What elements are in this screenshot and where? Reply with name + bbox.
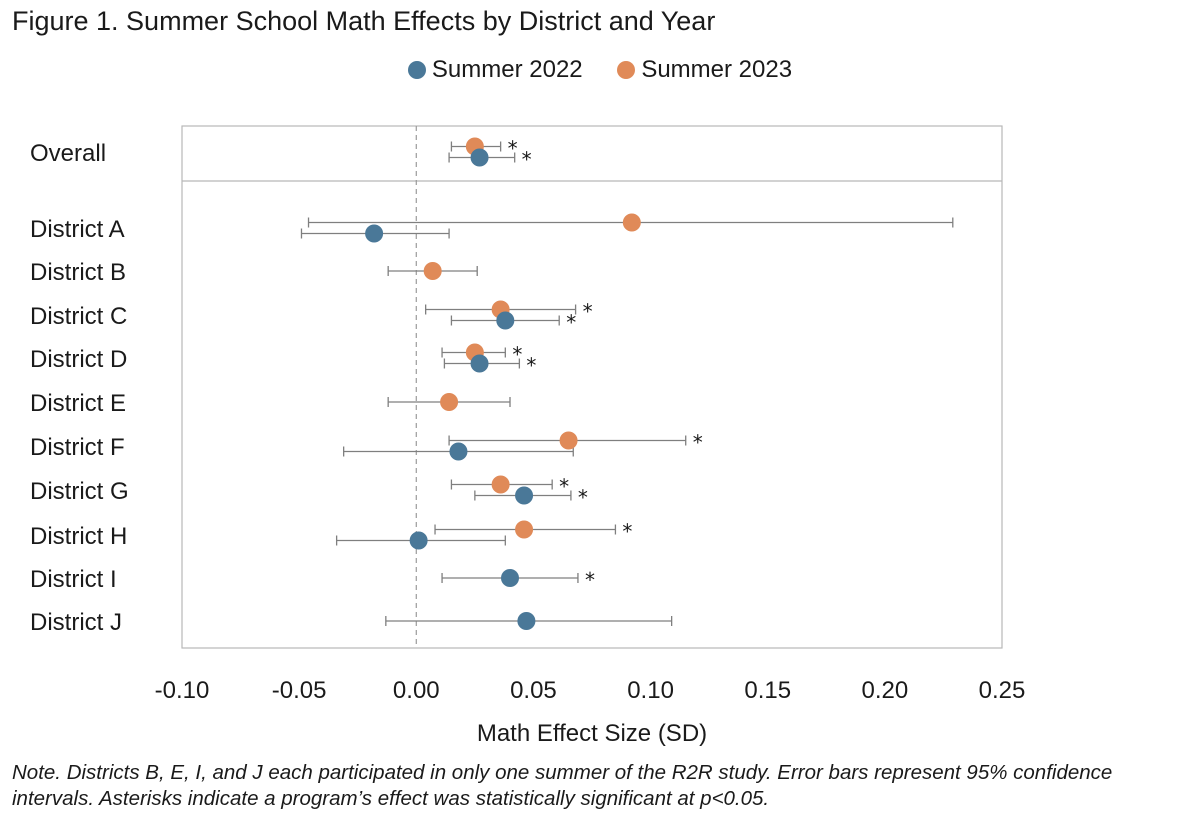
- category-label-district-g: District G: [30, 478, 129, 505]
- x-tick-label: 0.10: [627, 677, 674, 704]
- point-summer-2023-district-g: [491, 475, 510, 494]
- point-summer-2023-district-f: [559, 431, 578, 450]
- legend-item-summer-2023: Summer 2023: [617, 56, 792, 84]
- significance-asterisk-summer-2022-district-c: *: [566, 311, 576, 335]
- significance-asterisk-summer-2022-district-g: *: [578, 486, 588, 510]
- point-summer-2022-district-j: [517, 612, 536, 630]
- significance-asterisk-summer-2023-district-d: *: [512, 343, 522, 367]
- point-summer-2023-district-a: [622, 213, 641, 232]
- x-tick-label: -0.05: [272, 677, 327, 704]
- chart-title: Figure 1. Summer School Math Effects by …: [12, 6, 716, 36]
- category-label-district-b: District B: [30, 259, 126, 286]
- significance-asterisk-summer-2022-district-d: *: [526, 354, 536, 378]
- x-tick-label: 0.25: [979, 677, 1026, 704]
- category-label-district-h: District H: [30, 523, 127, 550]
- legend-marker-summer-2022: [407, 61, 426, 79]
- category-label-district-e: District E: [30, 390, 126, 417]
- category-label-district-c: District C: [30, 303, 127, 330]
- category-label-district-j: District J: [30, 609, 122, 636]
- x-axis-label: Math Effect Size (SD): [477, 720, 707, 747]
- legend-label-summer-2023: Summer 2023: [641, 56, 793, 83]
- legend-item-summer-2022: Summer 2022: [407, 56, 583, 84]
- x-tick-label: 0.20: [861, 677, 908, 704]
- plot-frame: [181, 125, 1003, 649]
- significance-asterisk-summer-2022-overall: *: [522, 148, 532, 172]
- significance-asterisk-summer-2023-district-f: *: [693, 431, 703, 455]
- point-summer-2022-district-g: [515, 486, 534, 505]
- category-label-district-a: District A: [30, 216, 125, 243]
- point-summer-2022-district-i: [501, 569, 519, 587]
- category-label-district-d: District D: [30, 346, 127, 373]
- significance-asterisk-summer-2023-district-c: *: [583, 300, 593, 324]
- significance-asterisk-summer-2023-overall: *: [508, 137, 518, 161]
- x-tick-label: -0.10: [155, 677, 210, 704]
- significance-asterisk-summer-2022-district-i: *: [585, 568, 595, 592]
- point-summer-2022-district-f: [449, 442, 468, 461]
- point-summer-2022-district-a: [365, 224, 384, 243]
- x-tick-label: 0.05: [510, 677, 557, 704]
- x-tick-label: 0.00: [393, 677, 440, 704]
- category-label-overall: Overall: [30, 140, 106, 167]
- legend: Summer 2022 Summer 2023: [0, 56, 1200, 84]
- forest-plot: Overall District A District B District C Dis…: [30, 125, 1026, 747]
- significance-asterisk-summer-2023-district-h: *: [622, 520, 632, 544]
- point-summer-2022-district-c: [496, 311, 515, 330]
- point-summer-2022-overall: [470, 148, 489, 167]
- significance-asterisk-summer-2023-district-g: *: [559, 475, 569, 499]
- point-summer-2023-district-h: [515, 520, 534, 539]
- legend-label-summer-2022: Summer 2022: [431, 56, 583, 83]
- category-label-district-f: District F: [30, 434, 125, 461]
- x-tick-label: 0.15: [744, 677, 791, 704]
- point-summer-2023-district-b: [423, 262, 442, 280]
- legend-marker-summer-2023: [617, 61, 636, 79]
- point-summer-2023-district-e: [440, 393, 459, 411]
- category-label-district-i: District I: [30, 566, 117, 593]
- figure-note: Note. Districts B, E, I, and J each part…: [12, 761, 1113, 810]
- point-summer-2022-district-h: [409, 531, 428, 550]
- point-summer-2022-district-d: [470, 354, 489, 373]
